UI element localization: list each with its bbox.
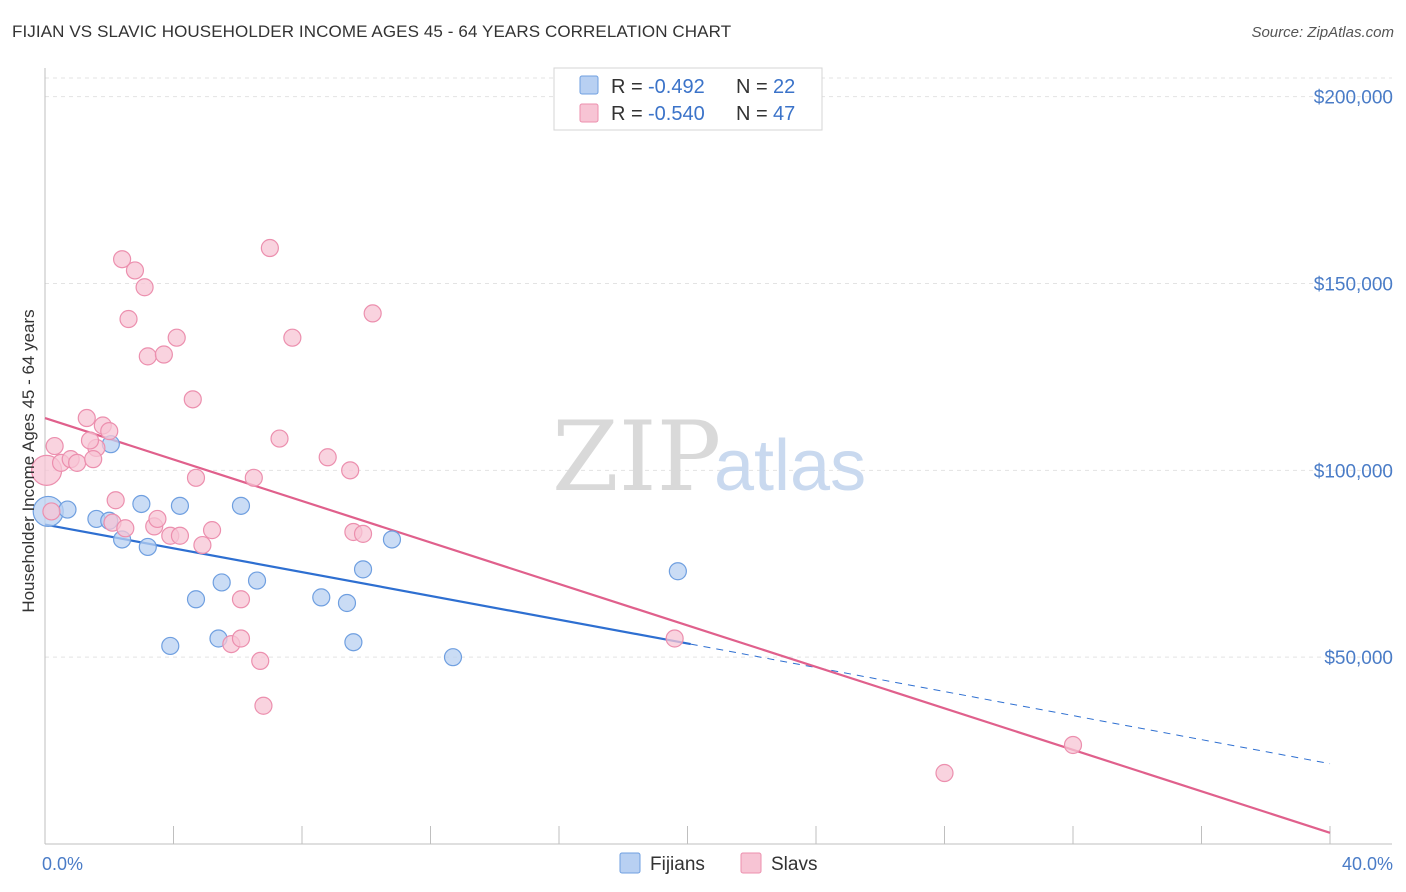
point-slavs-20 bbox=[154, 345, 173, 364]
watermark: ZIP atlas bbox=[552, 401, 866, 513]
point-slavs-17 bbox=[138, 347, 157, 366]
point-fijians-8 bbox=[170, 496, 190, 515]
point-fijians-12 bbox=[231, 496, 251, 515]
point-slavs-45 bbox=[42, 502, 61, 521]
point-slavs-25 bbox=[186, 468, 206, 487]
chart-source: Source: ZipAtlas.com bbox=[1251, 24, 1394, 41]
point-slavs-1 bbox=[45, 436, 64, 456]
point-slavs-23 bbox=[170, 526, 190, 545]
point-slavs-12 bbox=[116, 519, 135, 538]
legend-r-label-fijians: R = bbox=[611, 76, 643, 98]
series-legend-slavs: Slavs bbox=[771, 854, 817, 875]
point-slavs-8 bbox=[80, 431, 100, 450]
point-slavs-24 bbox=[183, 390, 202, 409]
point-fijians-17 bbox=[353, 560, 373, 579]
point-fijians-1 bbox=[58, 500, 77, 519]
point-fijians-20 bbox=[668, 562, 687, 581]
point-slavs-38 bbox=[341, 461, 360, 480]
legend-r-value-fijians: -0.492 bbox=[648, 76, 705, 98]
point-fijians-13 bbox=[247, 571, 267, 590]
gridlines bbox=[45, 77, 1392, 658]
point-fijians-21 bbox=[161, 636, 180, 656]
x-tick-labels: 0.0% 40.0% bbox=[42, 854, 1393, 874]
point-slavs-19 bbox=[148, 509, 167, 529]
point-slavs-14 bbox=[119, 309, 138, 329]
point-slavs-13 bbox=[112, 250, 132, 269]
point-slavs-33 bbox=[254, 696, 273, 715]
point-fijians-9 bbox=[186, 590, 206, 609]
point-slavs-41 bbox=[363, 304, 382, 323]
point-fijians-7 bbox=[138, 537, 157, 557]
y-tick-label-0: $50,000 bbox=[1324, 648, 1393, 669]
point-slavs-37 bbox=[318, 448, 337, 467]
y-tick-labels: $50,000 $100,000 $150,000 $200,000 bbox=[1314, 88, 1393, 669]
point-fijians-16 bbox=[344, 633, 363, 652]
trend-line-ext-fijians bbox=[690, 643, 1331, 765]
point-slavs-16 bbox=[135, 278, 154, 297]
chart-title: FIJIAN VS SLAVIC HOUSEHOLDER INCOME AGES… bbox=[12, 22, 732, 41]
point-slavs-27 bbox=[202, 521, 222, 540]
point-slavs-26 bbox=[193, 535, 212, 555]
x-tick-label-0: 0.0% bbox=[42, 854, 83, 874]
series-legend: Fijians Slavs bbox=[619, 852, 817, 875]
watermark-zip: ZIP bbox=[552, 401, 721, 513]
point-slavs-9 bbox=[100, 422, 119, 441]
point-slavs-35 bbox=[270, 429, 289, 448]
y-tick-label-2: $150,000 bbox=[1314, 275, 1393, 296]
point-slavs-44 bbox=[1063, 735, 1083, 755]
y-tick-label-3: $200,000 bbox=[1314, 88, 1393, 109]
x-tick-label-1: 40.0% bbox=[1342, 854, 1393, 874]
legend-box bbox=[553, 67, 823, 131]
series-legend-fijians: Fijians bbox=[650, 854, 705, 875]
watermark-atlas: atlas bbox=[714, 426, 866, 506]
trend-line-slavs bbox=[44, 416, 1331, 834]
point-fijians-14 bbox=[312, 588, 331, 607]
point-slavs-34 bbox=[260, 238, 279, 258]
point-slavs-29 bbox=[231, 590, 251, 609]
point-slavs-30 bbox=[231, 629, 251, 648]
point-fijians-15 bbox=[337, 593, 357, 613]
point-slavs-10 bbox=[106, 491, 125, 510]
y-tick-label-1: $100,000 bbox=[1314, 461, 1393, 482]
legend-r-value-slavs: -0.540 bbox=[648, 103, 705, 125]
point-slavs-32 bbox=[251, 651, 270, 671]
point-slavs-40 bbox=[353, 524, 373, 543]
legend-n-value-slavs: 47 bbox=[773, 103, 795, 125]
legend-swatch-fijians bbox=[579, 75, 599, 95]
point-slavs-5 bbox=[77, 408, 96, 428]
point-slavs-22 bbox=[167, 328, 186, 347]
point-slavs-15 bbox=[125, 261, 145, 280]
y-axis-label: Householder Income Ages 45 - 64 years bbox=[19, 309, 38, 612]
legend-n-label-slavs: N = bbox=[736, 103, 768, 125]
series-legend-swatch-fijians bbox=[619, 852, 641, 874]
point-slavs-36 bbox=[283, 328, 302, 347]
series-legend-swatch-slavs bbox=[740, 852, 762, 874]
legend-r-label-slavs: R = bbox=[611, 103, 643, 125]
point-slavs-43 bbox=[935, 763, 954, 783]
point-slavs-46 bbox=[84, 450, 103, 469]
point-fijians-6 bbox=[132, 494, 151, 514]
legend-n-value-fijians: 22 bbox=[773, 76, 795, 98]
point-fijians-11 bbox=[212, 573, 231, 592]
legend-swatch-slavs bbox=[579, 103, 599, 123]
point-slavs-42 bbox=[665, 629, 684, 648]
correlation-legend: R = -0.492 N = 22 R = -0.540 N = 47 bbox=[553, 67, 823, 131]
point-fijians-18 bbox=[382, 530, 402, 549]
point-slavs-31 bbox=[244, 468, 263, 487]
point-slavs-4 bbox=[68, 453, 87, 472]
data-points bbox=[31, 238, 1083, 783]
point-fijians-19 bbox=[443, 648, 463, 667]
legend-n-label-fijians: N = bbox=[736, 76, 768, 98]
